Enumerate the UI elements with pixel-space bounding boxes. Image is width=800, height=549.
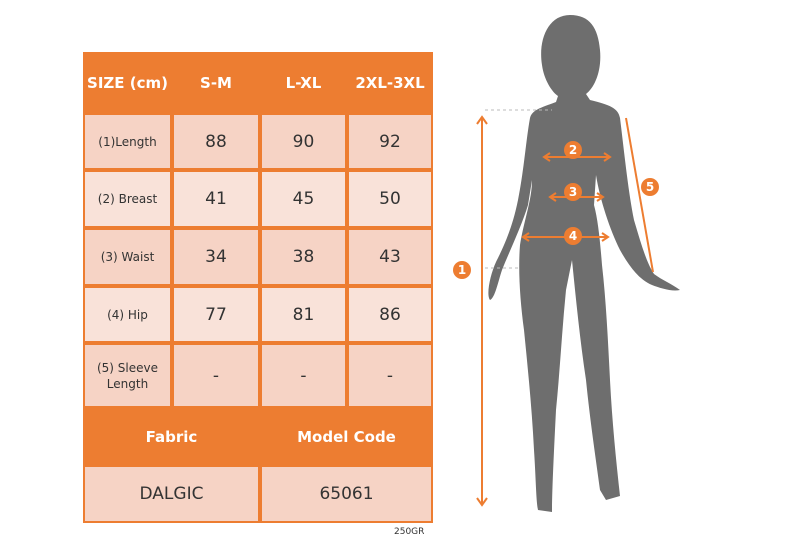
row-label: (5) Sleeve Length <box>83 343 172 408</box>
table-row: (1)Length 88 90 92 <box>83 113 433 170</box>
measurement-arrows <box>476 115 654 507</box>
marker-1: 1 <box>458 263 466 277</box>
cell: 41 <box>172 170 260 228</box>
guide-lines <box>485 109 552 269</box>
marker-circles: 1 2 3 4 5 <box>453 141 659 279</box>
cell: 81 <box>260 286 347 343</box>
row-label: (2) Breast <box>83 170 172 228</box>
cell: 34 <box>172 228 260 286</box>
fabric-header-row: Fabric Model Code <box>83 408 433 465</box>
cell: 50 <box>347 170 433 228</box>
header-s-m: S-M <box>172 52 260 113</box>
fabric-header: Fabric <box>83 408 260 465</box>
cell: 86 <box>347 286 433 343</box>
header-row: SIZE (cm) S-M L-XL 2XL-3XL <box>83 52 433 113</box>
cell: 92 <box>347 113 433 170</box>
cell: 38 <box>260 228 347 286</box>
cell: 77 <box>172 286 260 343</box>
model-code-value: 65061 <box>260 465 433 523</box>
cell: - <box>260 343 347 408</box>
marker-5: 5 <box>646 180 654 194</box>
marker-4: 4 <box>569 229 577 243</box>
table-row: (3) Waist 34 38 43 <box>83 228 433 286</box>
cell: 43 <box>347 228 433 286</box>
cell: - <box>172 343 260 408</box>
model-code-header: Model Code <box>260 408 433 465</box>
table-row: (5) Sleeve Length - - - <box>83 343 433 408</box>
row-label: (1)Length <box>83 113 172 170</box>
table-row: (2) Breast 41 45 50 <box>83 170 433 228</box>
table-row: (4) Hip 77 81 86 <box>83 286 433 343</box>
header-l-xl: L-XL <box>260 52 347 113</box>
weight-code: 250GR <box>394 527 425 537</box>
cell: 88 <box>172 113 260 170</box>
size-chart-table: SIZE (cm) S-M L-XL 2XL-3XL (1)Length 88 … <box>83 52 433 523</box>
fabric-value: DALGIC <box>83 465 260 523</box>
cell: 90 <box>260 113 347 170</box>
cell: 45 <box>260 170 347 228</box>
header-size: SIZE (cm) <box>83 52 172 113</box>
marker-3: 3 <box>569 185 577 199</box>
fabric-row: DALGIC 65061 <box>83 465 433 523</box>
silhouette <box>488 15 680 512</box>
marker-2: 2 <box>569 143 577 157</box>
row-label: (4) Hip <box>83 286 172 343</box>
row-label: (3) Waist <box>83 228 172 286</box>
body-measurement-figure: 1 2 3 4 5 <box>453 15 680 512</box>
cell: - <box>347 343 433 408</box>
header-2xl-3xl: 2XL-3XL <box>347 52 433 113</box>
